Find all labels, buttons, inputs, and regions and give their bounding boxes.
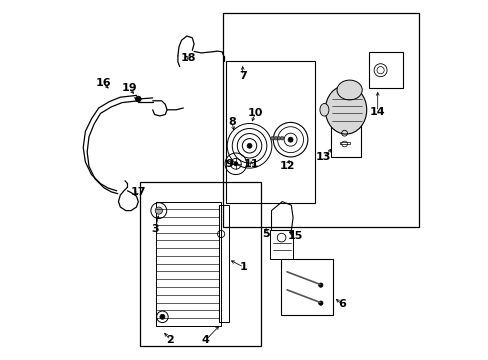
Text: 19: 19	[121, 83, 137, 93]
Bar	[219, 205, 228, 322]
Bar	[226, 61, 314, 203]
Text: 2: 2	[166, 335, 174, 345]
Circle shape	[160, 314, 164, 319]
Circle shape	[318, 301, 322, 305]
Bar	[280, 259, 332, 315]
Text: 6: 6	[337, 299, 345, 309]
Ellipse shape	[325, 85, 366, 134]
Text: 15: 15	[286, 231, 302, 241]
Bar	[339, 142, 349, 144]
Circle shape	[135, 96, 141, 102]
Text: 17: 17	[130, 186, 145, 197]
Text: 14: 14	[369, 107, 385, 117]
Text: 1: 1	[240, 262, 247, 272]
Bar	[140, 182, 260, 346]
Text: 4: 4	[201, 335, 209, 345]
Text: 5: 5	[262, 229, 269, 239]
Text: 7: 7	[238, 71, 246, 81]
Text: 10: 10	[247, 108, 263, 118]
Text: 11: 11	[244, 159, 259, 169]
Circle shape	[246, 143, 251, 148]
Ellipse shape	[336, 80, 362, 100]
Text: 9: 9	[225, 159, 233, 169]
Text: 13: 13	[315, 152, 331, 162]
Circle shape	[277, 136, 280, 140]
Text: 8: 8	[227, 117, 235, 127]
Circle shape	[280, 136, 284, 140]
Bar	[330, 115, 361, 157]
Ellipse shape	[319, 104, 328, 116]
Circle shape	[233, 162, 238, 166]
Text: 16: 16	[95, 78, 111, 88]
Bar	[269, 230, 292, 259]
Bar	[223, 13, 418, 227]
Circle shape	[273, 136, 277, 140]
Circle shape	[318, 283, 322, 287]
Bar	[156, 202, 221, 326]
Bar	[368, 52, 402, 88]
Circle shape	[270, 136, 274, 140]
Circle shape	[155, 207, 162, 214]
Text: 18: 18	[181, 53, 196, 63]
Circle shape	[287, 137, 292, 142]
Text: 3: 3	[151, 224, 159, 234]
Text: 12: 12	[279, 161, 294, 171]
